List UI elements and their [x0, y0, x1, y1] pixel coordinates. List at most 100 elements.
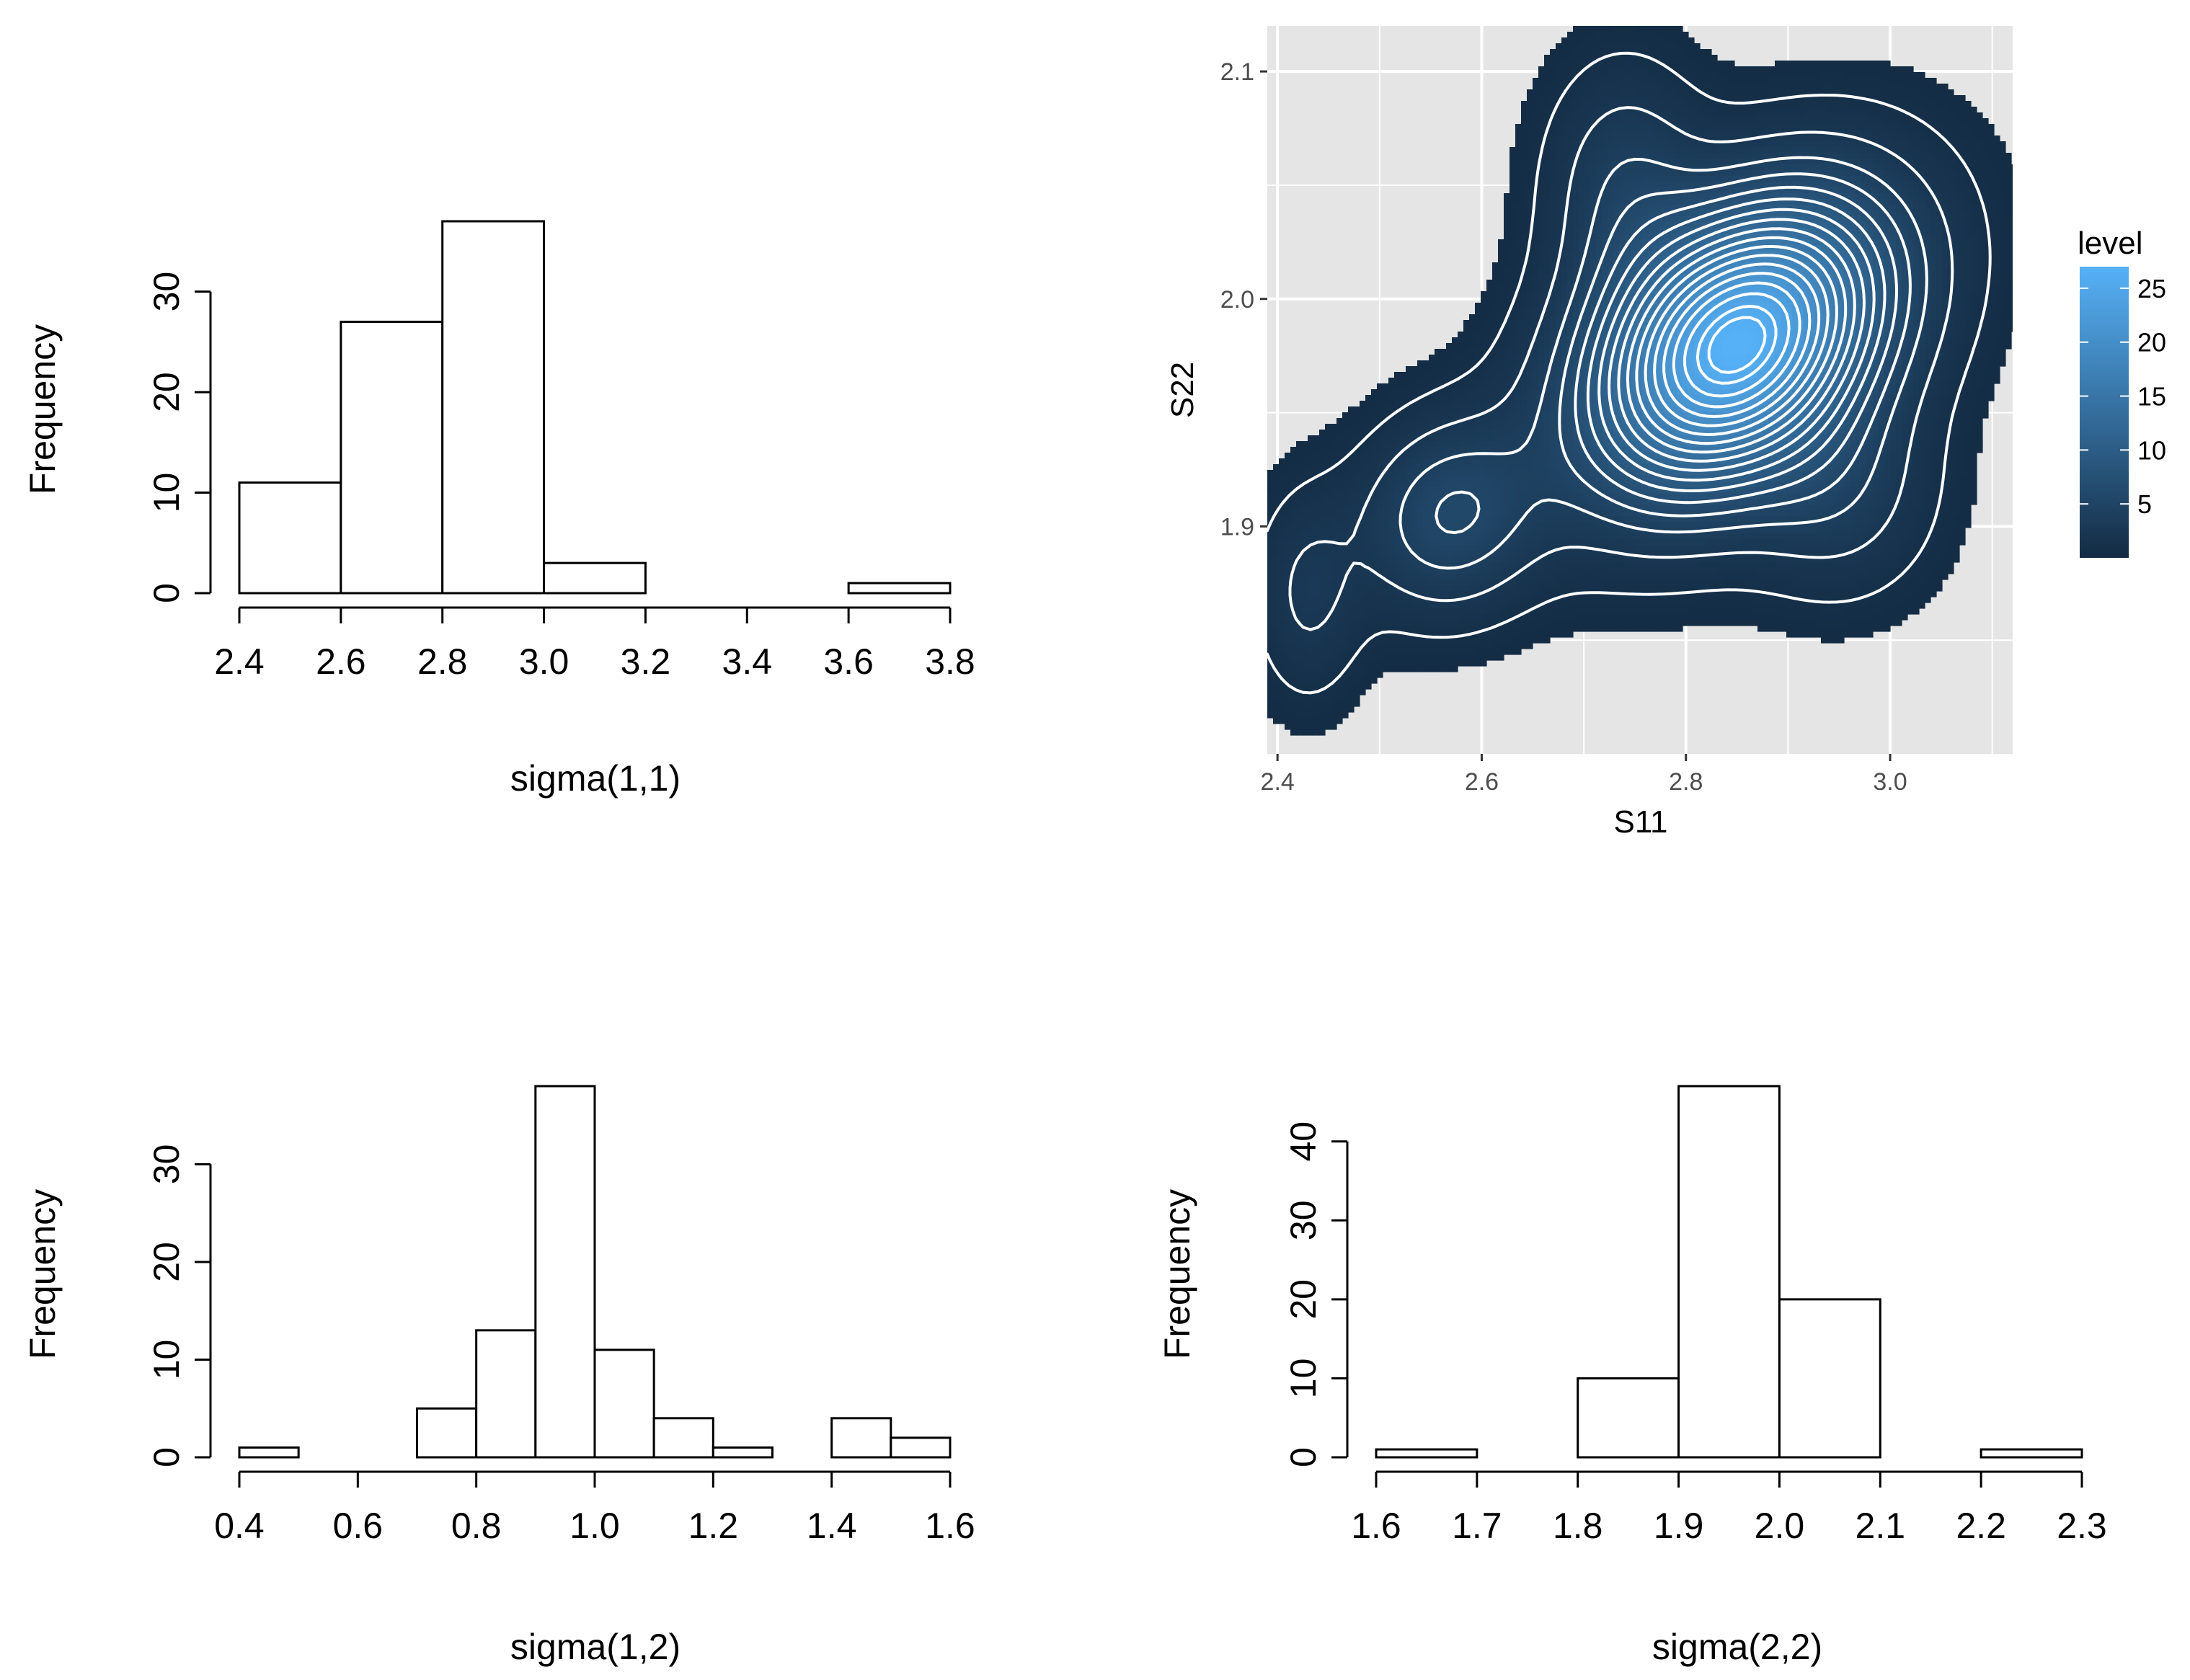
density-cell: [1573, 187, 1579, 194]
density-cell: [1486, 337, 1493, 344]
density-cell: [2000, 349, 2006, 355]
density-cell: [1994, 239, 2000, 246]
density-cell: [1527, 291, 1533, 298]
density-cell: [1994, 291, 2000, 298]
density-cell: [1965, 147, 1972, 154]
density-cell: [1959, 228, 1966, 234]
density-cell: [1954, 297, 1960, 303]
density-cell: [1965, 337, 1972, 344]
density-cell: [1879, 159, 1885, 165]
density-cell: [1954, 308, 1960, 315]
density-cell: [1665, 37, 1672, 44]
density-cell: [1671, 141, 1677, 148]
density-cell: [1636, 205, 1643, 211]
density-cell: [1890, 78, 1897, 84]
density-cell: [1533, 118, 1539, 125]
density-cell: [1896, 66, 1902, 73]
density-cell: [1954, 170, 1960, 177]
density-cell: [1550, 55, 1556, 61]
density-cell: [1711, 61, 1718, 67]
density-cell: [1700, 349, 1706, 355]
density-cell: [1700, 101, 1706, 107]
density-cell: [1786, 61, 1793, 67]
density-cell: [1856, 251, 1862, 257]
density-cell: [1890, 112, 1897, 119]
density-cell: [2000, 239, 2006, 246]
density-cell: [1930, 164, 1937, 171]
density-cell: [1544, 349, 1551, 355]
density-cell: [1740, 308, 1747, 315]
density-cell: [1740, 326, 1747, 332]
density-cell: [1850, 72, 1856, 79]
density-cell: [1861, 112, 1868, 119]
density-cell: [1584, 349, 1591, 355]
density-cell: [1902, 349, 1908, 355]
density-cell: [1867, 297, 1874, 303]
density-cell: [1942, 193, 1949, 200]
density-cell: [1521, 153, 1528, 159]
density-cell: [1954, 314, 1960, 321]
density-cell: [1815, 84, 1822, 90]
density-cell: [1498, 280, 1504, 286]
density-cell: [1988, 332, 1995, 338]
density-cell: [1538, 228, 1545, 234]
density-cell: [1619, 72, 1626, 79]
density-cell: [1850, 228, 1856, 234]
density-cell: [1977, 234, 1983, 240]
density-cell: [1896, 130, 1902, 136]
density-cell: [1977, 170, 1983, 177]
density-cell: [1538, 84, 1545, 90]
density-cell: [1913, 89, 1920, 96]
density-cell: [1498, 343, 1504, 350]
density-cell: [1631, 193, 1637, 200]
density-cell: [1798, 141, 1804, 148]
density-cell: [1925, 112, 1931, 119]
density-cell: [1977, 112, 1983, 119]
density-cell: [1896, 326, 1902, 332]
density-cell: [1550, 95, 1556, 102]
density-cell: [1573, 26, 1579, 32]
density-cell: [1596, 32, 1602, 38]
density-cell: [2000, 291, 2006, 298]
density-cell: [1636, 95, 1643, 102]
density-cell: [1584, 43, 1591, 50]
density-cell: [1884, 314, 1891, 321]
density-cell: [1659, 170, 1666, 177]
density-cell: [1567, 245, 1574, 252]
density-cell: [1613, 89, 1620, 96]
density-cell: [1694, 130, 1701, 136]
density-cell: [1850, 210, 1856, 217]
density-cell: [1763, 72, 1770, 79]
density-cell: [1486, 366, 1493, 373]
density-cell: [1977, 153, 1983, 159]
density-cell: [1608, 153, 1614, 159]
density-cell: [1775, 78, 1781, 84]
density-cell: [1804, 118, 1810, 125]
density-cell: [1977, 291, 1983, 298]
density-cell: [1515, 130, 1522, 136]
x-tick-label: 2.4: [214, 641, 265, 682]
density-cell: [1954, 285, 1960, 292]
density-cell: [1809, 228, 1816, 234]
density-cell: [1619, 78, 1626, 84]
density-cell: [1608, 32, 1614, 38]
density-cell: [1648, 141, 1654, 148]
density-cell: [2005, 187, 2012, 194]
density-cell: [1452, 360, 1458, 367]
density-cell: [1873, 187, 1879, 194]
density-cell: [1556, 182, 1562, 188]
density-cell: [1619, 124, 1626, 130]
density-cell: [1948, 222, 1954, 228]
density-cell: [1896, 332, 1902, 338]
density-cell: [1665, 222, 1672, 228]
density-cell: [1775, 343, 1781, 350]
density-cell: [1746, 343, 1752, 350]
density-cell: [1954, 291, 1960, 298]
density-cell: [1925, 147, 1931, 154]
density-cell: [1792, 89, 1799, 96]
density-cell: [1521, 285, 1528, 292]
density-cell: [1930, 89, 1937, 96]
density-cell: [1930, 147, 1937, 154]
density-cell: [1729, 124, 1735, 130]
density-cell: [1925, 245, 1931, 252]
